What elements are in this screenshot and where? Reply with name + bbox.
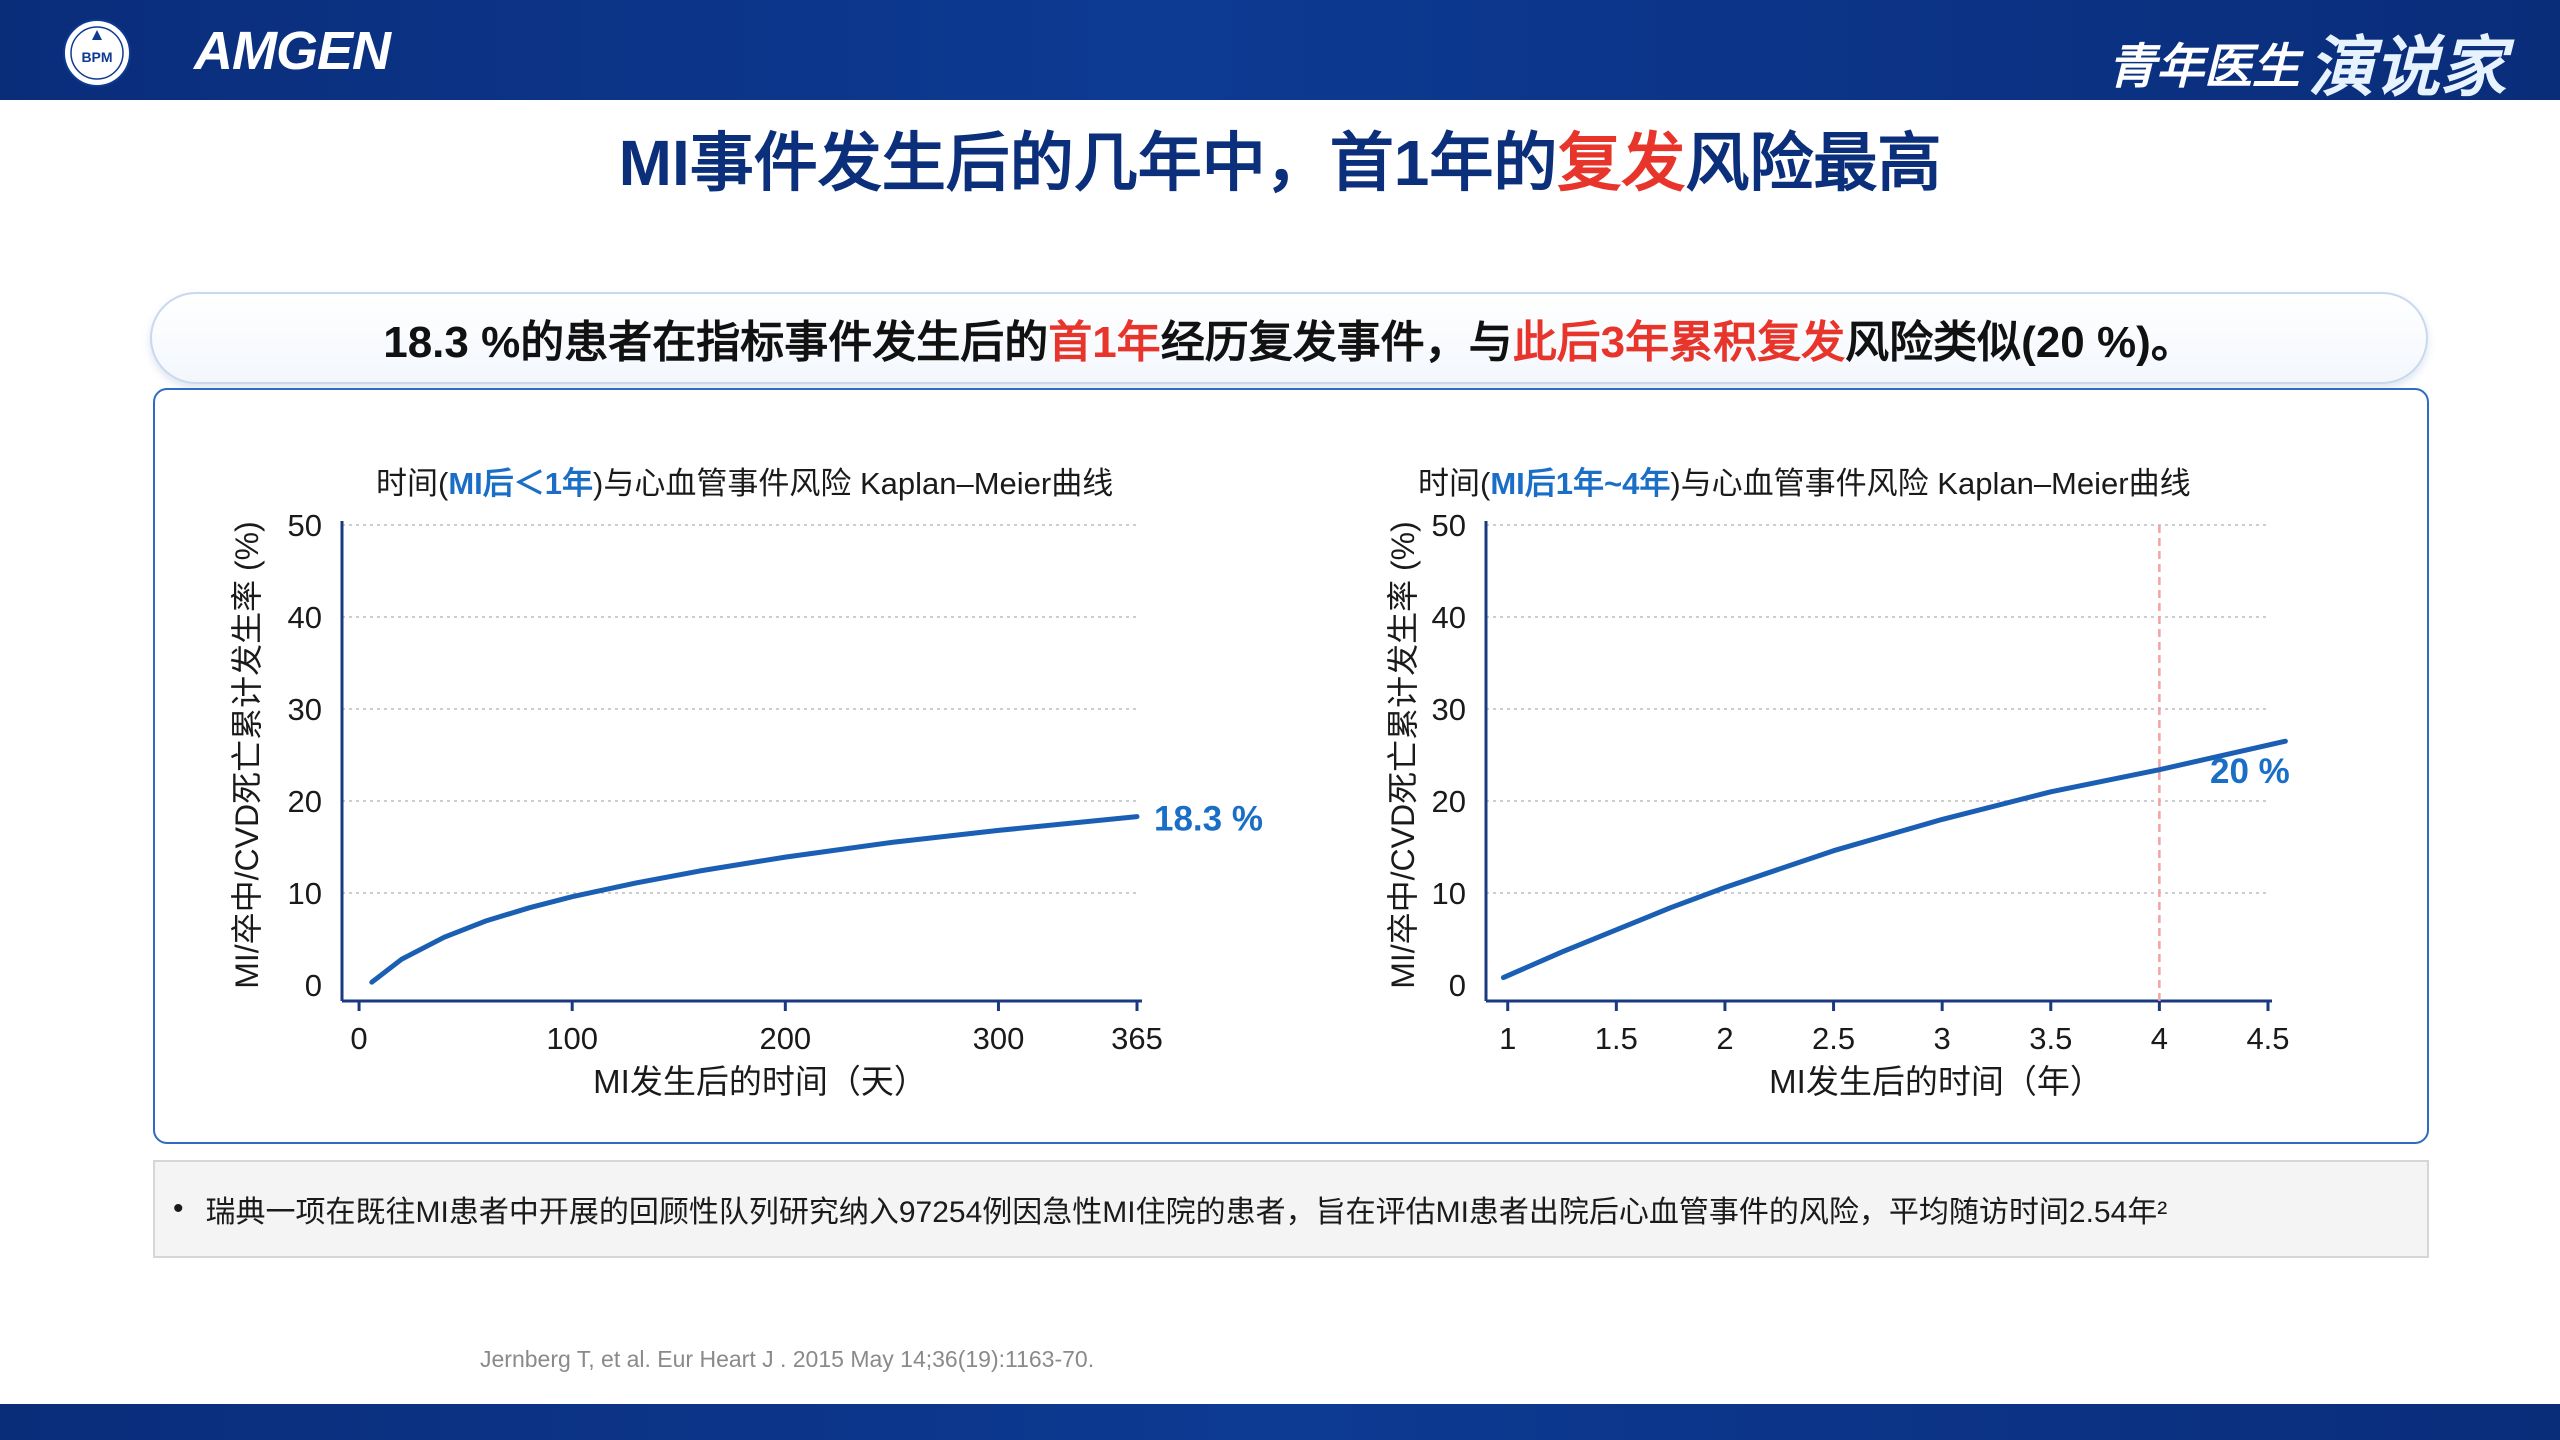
chart1-title: 时间(MI后＜1年)与心血管事件风险 Kaplan–Meier曲线: [376, 458, 1113, 503]
banner-hl1: 首1年: [1048, 318, 1161, 367]
chart2-series-line: [1500, 738, 2288, 981]
chart1-ytick-label: 20: [288, 784, 322, 819]
chart1-end-label: 18.3 %: [1154, 800, 1263, 839]
chart1-xtick-label: 200: [759, 1021, 811, 1056]
chart1-title-suffix: )与心血管事件风险 Kaplan–Meier曲线: [593, 466, 1114, 501]
chart1-title-prefix: 时间(: [376, 466, 449, 501]
chart1-x-axis-label: MI发生后的时间（天）: [593, 1063, 927, 1100]
title-part2: 风险最高: [1685, 127, 1942, 199]
chart1-xtick-label: 365: [1111, 1021, 1163, 1056]
banner-part1: 18.3 %的患者在指标事件发生后的: [383, 318, 1049, 367]
chart1-ytick-label: 40: [288, 600, 322, 635]
title-highlight: 复发: [1557, 127, 1686, 199]
chart2-kaplan-meier: 0 10 20 30 40 50 1 1.5 2 2.5 3 3.5 4 4.5 20 % MI发生后的时间（…: [1385, 508, 2290, 1100]
charts-panel: [153, 388, 2429, 1144]
amgen-logo: AMGEN: [194, 21, 391, 81]
title-part1: MI事件发生后的几年中，首1年的: [618, 127, 1558, 199]
citation: Jernberg T, et al. Eur Heart J . 2015 Ma…: [480, 1346, 1095, 1372]
chart1-ytick-label: 0: [305, 968, 322, 1003]
chart1-title-highlight: MI后＜1年: [448, 466, 594, 501]
bullet-icon: •: [173, 1192, 184, 1225]
bpm-logo-icon: BPM: [63, 19, 131, 87]
chart2-ytick-label: 0: [1449, 968, 1466, 1003]
study-note-text: 瑞典一项在既往MI患者中开展的回顾性队列研究纳入97254例因急性MI住院的患者…: [205, 1196, 2168, 1229]
chart2-x-axis-label: MI发生后的时间（年）: [1769, 1063, 2103, 1100]
chart2-xtick-label: 4: [2151, 1021, 2168, 1056]
study-note: • 瑞典一项在既往MI患者中开展的回顾性队列研究纳入97254例因急性MI住院的…: [153, 1160, 2429, 1258]
brand-part2: 演说家: [2308, 30, 2506, 104]
chart2-title-prefix: 时间(: [1418, 466, 1491, 501]
chart2-ytick-label: 30: [1432, 692, 1466, 727]
chart2-ytick-label: 50: [1432, 508, 1466, 543]
chart2-ytick-label: 20: [1432, 784, 1466, 819]
banner-part3: 风险类似(20 %)。: [1845, 318, 2195, 367]
chart2-ytick-label: 40: [1432, 600, 1466, 635]
chart2-ytick-label: 10: [1432, 876, 1466, 911]
chart1-kaplan-meier: 0 10 20 30 40 50 0 100 200 300 365 18.3 % MI发生后的时间（天…: [229, 508, 1263, 1100]
chart1-xtick-label: 300: [973, 1021, 1025, 1056]
banner-hl2: 此后3年累积复发: [1512, 318, 1846, 367]
chart2-title-highlight: MI后1年~4年: [1490, 466, 1671, 501]
chart2-title-suffix: )与心血管事件风险 Kaplan–Meier曲线: [1670, 466, 2191, 501]
chart2-xtick-label: 3.5: [2029, 1021, 2072, 1056]
chart1-xtick-label: 0: [350, 1021, 367, 1056]
chart2-xtick-label: 2.5: [1812, 1021, 1855, 1056]
chart2-xtick-label: 3: [1934, 1021, 1951, 1056]
chart2-xtick-label: 1: [1499, 1021, 1516, 1056]
chart2-xtick-label: 4.5: [2246, 1021, 2289, 1056]
chart1-ytick-label: 30: [288, 692, 322, 727]
bpm-logo-text: BPM: [81, 49, 112, 65]
chart1-series-line: [369, 814, 1140, 985]
chart1-ytick-label: 10: [288, 876, 322, 911]
key-message-banner: 18.3 %的患者在指标事件发生后的 首1年 经历复发事件，与 此后3年累积复发 风险类…: [150, 292, 2428, 384]
chart1-ytick-label: 50: [288, 508, 322, 543]
chart2-xtick-label: 2: [1716, 1021, 1733, 1056]
footer-bar: [0, 1404, 2560, 1440]
brand-part1: 青年医生: [2107, 41, 2300, 94]
chart2-title: 时间(MI后1年~4年)与心血管事件风险 Kaplan–Meier曲线: [1418, 458, 2191, 503]
header-bar: BPM AMGEN 青年医生 演说家: [0, 0, 2560, 104]
page-title: MI事件发生后的几年中，首1年的复发风险最高: [0, 112, 2560, 204]
banner-part2: 经历复发事件，与: [1160, 318, 1513, 367]
chart1-y-axis-label: MI/卒中/CVD死亡累计发生率 (%): [229, 521, 265, 989]
chart2-y-axis-label: MI/卒中/CVD死亡累计发生率 (%): [1385, 521, 1421, 989]
chart1-xtick-label: 100: [546, 1021, 598, 1056]
brand-logo: 青年医生 演说家: [2108, 14, 2506, 110]
chart2-end-label: 20 %: [2210, 752, 2290, 791]
chart2-xtick-label: 1.5: [1595, 1021, 1638, 1056]
